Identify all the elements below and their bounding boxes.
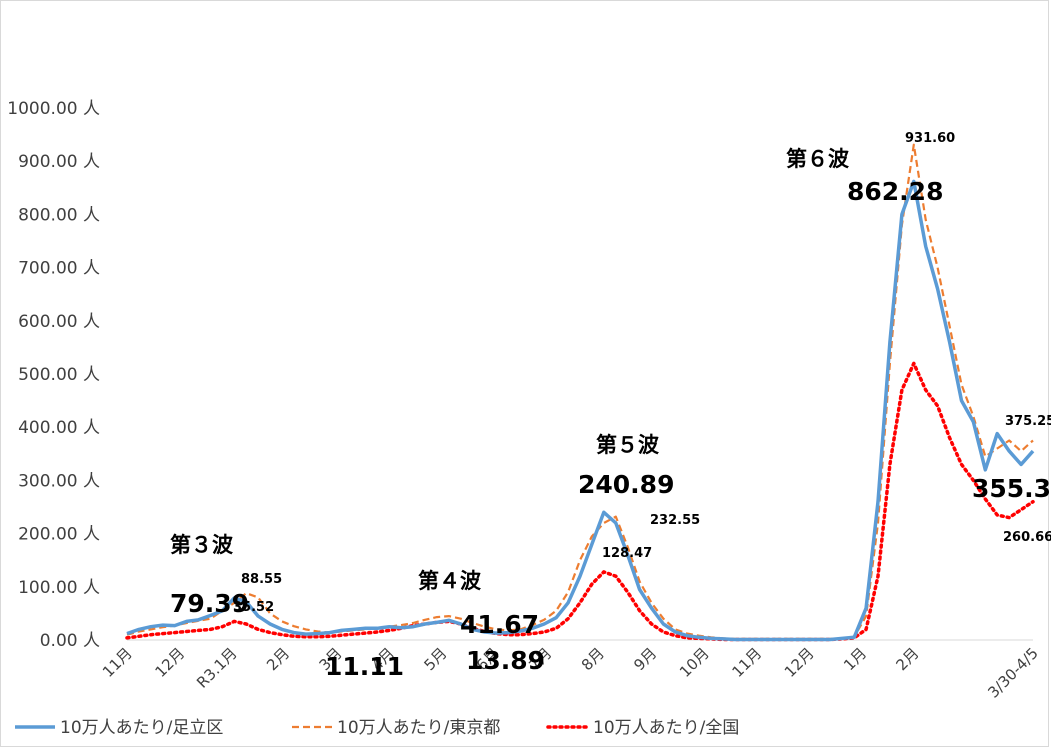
x-tick-label: 5月 [420,644,450,674]
x-axis: 11月 12月 R3.1月 2月 3月 4月 5月 6月 7月 8月 9月 10月 11月 12月 1月 2月… [99,640,1042,702]
value-label-adachi-wave5: 240.89 [578,470,674,499]
legend-label-national: 10万人あたり/全国 [593,718,739,738]
x-tick-label: 11月 [728,644,765,681]
y-tick-label: 800.00 人 [18,205,100,225]
y-tick-label: 300.00 人 [18,471,100,491]
y-tick-label: 500.00 人 [18,365,100,385]
value-label-adachi-low: 11.11 [325,652,404,681]
y-tick-label: 600.00 人 [18,312,100,332]
legend: 10万人あたり/足立区 10万人あたり/東京都 10万人あたり/全国 [15,718,739,738]
x-tick-label: 1月 [840,644,870,674]
y-tick-label: 700.00 人 [18,259,100,279]
x-tick-label: 10月 [676,644,713,681]
y-tick-label: 100.00 人 [18,578,100,598]
y-tick-label: 400.00 人 [18,418,100,438]
x-tick-label: R3.1月 [193,644,241,692]
x-tick-label: 2月 [263,644,293,674]
value-label-national-wave3: 35.52 [233,600,274,615]
value-label-national-wave5: 128.47 [602,546,652,561]
value-label-tokyo-wave5: 232.55 [650,513,700,528]
y-tick-label: 900.00 人 [18,152,100,172]
x-tick-label: 11月 [99,644,136,681]
y-tick-label: 200.00 人 [18,525,100,545]
wave-label-3: 第３波 [170,533,234,557]
series-line-national [127,363,1033,639]
value-label-adachi-latest: 355.33 [972,474,1051,503]
y-tick-label: 1000.00 人 [7,99,100,119]
value-label-adachi-wave4: 41.67 [460,610,539,639]
legend-label-tokyo: 10万人あたり/東京都 [337,718,500,738]
x-tick-label: 2月 [893,644,923,674]
value-label-national-wave4: 13.89 [466,646,545,675]
y-tick-label: 0.00 人 [40,631,100,651]
x-tick-label: 9月 [630,644,660,674]
value-label-tokyo-wave3: 88.55 [241,572,282,587]
x-tick-label: 12月 [781,644,818,681]
legend-label-adachi: 10万人あたり/足立区 [60,718,223,738]
wave-label-5: 第５波 [596,433,660,457]
value-label-tokyo-wave6: 931.60 [905,131,955,146]
series-line-tokyo [127,145,1033,639]
value-label-adachi-wave6: 862.28 [847,177,943,206]
x-tick-label: 3/30-4/5 [984,644,1041,701]
x-tick-label: 12月 [151,644,188,681]
value-label-national-latest: 260.66 [1003,530,1051,545]
wave-label-6: 第６波 [786,147,850,171]
wave-label-4: 第４波 [418,569,482,593]
value-label-tokyo-latest: 375.25 [1005,414,1051,429]
y-axis: 0.00 人 100.00 人 200.00 人 300.00 人 400.00 人 50… [7,99,100,651]
x-tick-label: 8月 [578,644,608,674]
series-layer [127,145,1033,640]
